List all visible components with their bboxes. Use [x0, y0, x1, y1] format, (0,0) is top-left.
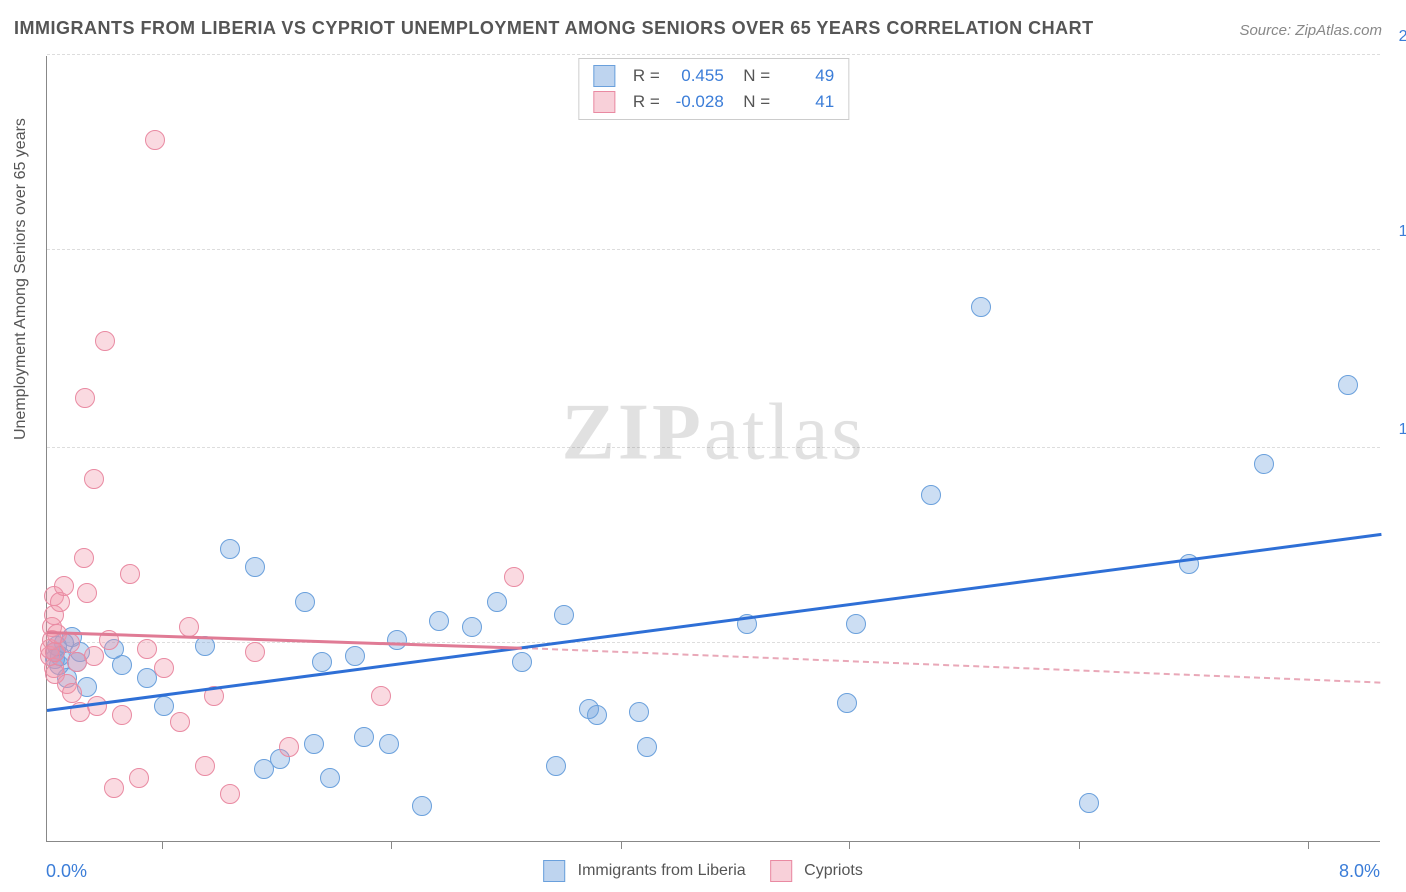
legend-label-liberia: Immigrants from Liberia [578, 862, 746, 879]
data-point [220, 784, 240, 804]
data-point [1338, 375, 1358, 395]
legend-row-cypriots: R = -0.028 N = 41 [593, 89, 834, 115]
data-point [77, 583, 97, 603]
x-tick [621, 841, 622, 849]
data-point [921, 485, 941, 505]
data-point [170, 712, 190, 732]
data-point [971, 297, 991, 317]
data-point [245, 557, 265, 577]
data-point [512, 652, 532, 672]
r-label: R = [633, 63, 660, 89]
data-point [546, 756, 566, 776]
data-point [104, 778, 124, 798]
legend-item-liberia: Immigrants from Liberia [543, 860, 746, 882]
series-legend: Immigrants from Liberia Cypriots [543, 860, 863, 882]
swatch-cypriots [593, 91, 615, 113]
y-tick-label: 6.3% [1384, 616, 1406, 634]
y-axis-label: Unemployment Among Seniors over 65 years [12, 118, 30, 440]
data-point [504, 567, 524, 587]
data-point [295, 592, 315, 612]
data-point [637, 737, 657, 757]
r-value-cypriots: -0.028 [670, 89, 724, 115]
r-label: R = [633, 89, 660, 115]
data-point [379, 734, 399, 754]
swatch-liberia-bottom [543, 860, 565, 882]
data-point [279, 737, 299, 757]
data-point [245, 642, 265, 662]
data-point [354, 727, 374, 747]
data-point [412, 796, 432, 816]
data-point [112, 655, 132, 675]
data-point [137, 639, 157, 659]
data-point [154, 696, 174, 716]
x-tick [849, 841, 850, 849]
data-point [95, 331, 115, 351]
legend-row-liberia: R = 0.455 N = 49 [593, 63, 834, 89]
chart-title: IMMIGRANTS FROM LIBERIA VS CYPRIOT UNEMP… [14, 18, 1094, 39]
gridline [47, 249, 1380, 250]
x-tick [1308, 841, 1309, 849]
data-point [75, 388, 95, 408]
data-point [487, 592, 507, 612]
n-label: N = [734, 89, 770, 115]
data-point [1254, 454, 1274, 474]
data-point [145, 130, 165, 150]
data-point [74, 548, 94, 568]
data-point [220, 539, 240, 559]
data-point [312, 652, 332, 672]
data-point [1079, 793, 1099, 813]
data-point [837, 693, 857, 713]
y-tick-label: 18.8% [1384, 223, 1406, 241]
correlation-legend: R = 0.455 N = 49 R = -0.028 N = 41 [578, 58, 849, 120]
watermark-bold: ZIP [562, 388, 704, 476]
data-point [429, 611, 449, 631]
data-point [345, 646, 365, 666]
x-tick [162, 841, 163, 849]
data-point [320, 768, 340, 788]
data-point [62, 683, 82, 703]
x-axis-max-label: 8.0% [1339, 861, 1380, 882]
r-value-liberia: 0.455 [670, 63, 724, 89]
n-value-cypriots: 41 [780, 89, 834, 115]
scatter-plot-area: ZIPatlas R = 0.455 N = 49 R = -0.028 N =… [46, 56, 1380, 842]
source-attribution: Source: ZipAtlas.com [1239, 22, 1382, 39]
data-point [387, 630, 407, 650]
data-point [154, 658, 174, 678]
swatch-cypriots-bottom [770, 860, 792, 882]
n-label: N = [734, 63, 770, 89]
watermark-light: atlas [704, 388, 866, 476]
trend-line [522, 647, 1381, 684]
watermark: ZIPatlas [562, 387, 866, 478]
gridline [47, 447, 1380, 448]
legend-label-cypriots: Cypriots [804, 862, 863, 879]
data-point [60, 633, 80, 653]
y-tick-label: 25.0% [1384, 28, 1406, 46]
x-tick [1079, 841, 1080, 849]
data-point [120, 564, 140, 584]
data-point [195, 756, 215, 776]
data-point [587, 705, 607, 725]
data-point [304, 734, 324, 754]
x-axis-min-label: 0.0% [46, 861, 87, 882]
data-point [112, 705, 132, 725]
data-point [84, 469, 104, 489]
data-point [371, 686, 391, 706]
x-tick [391, 841, 392, 849]
data-point [846, 614, 866, 634]
data-point [54, 576, 74, 596]
swatch-liberia [593, 65, 615, 87]
gridline [47, 642, 1380, 643]
data-point [84, 646, 104, 666]
data-point [129, 768, 149, 788]
legend-item-cypriots: Cypriots [770, 860, 863, 882]
y-tick-label: 12.5% [1384, 421, 1406, 439]
data-point [179, 617, 199, 637]
data-point [462, 617, 482, 637]
n-value-liberia: 49 [780, 63, 834, 89]
gridline [47, 54, 1380, 55]
data-point [554, 605, 574, 625]
data-point [629, 702, 649, 722]
